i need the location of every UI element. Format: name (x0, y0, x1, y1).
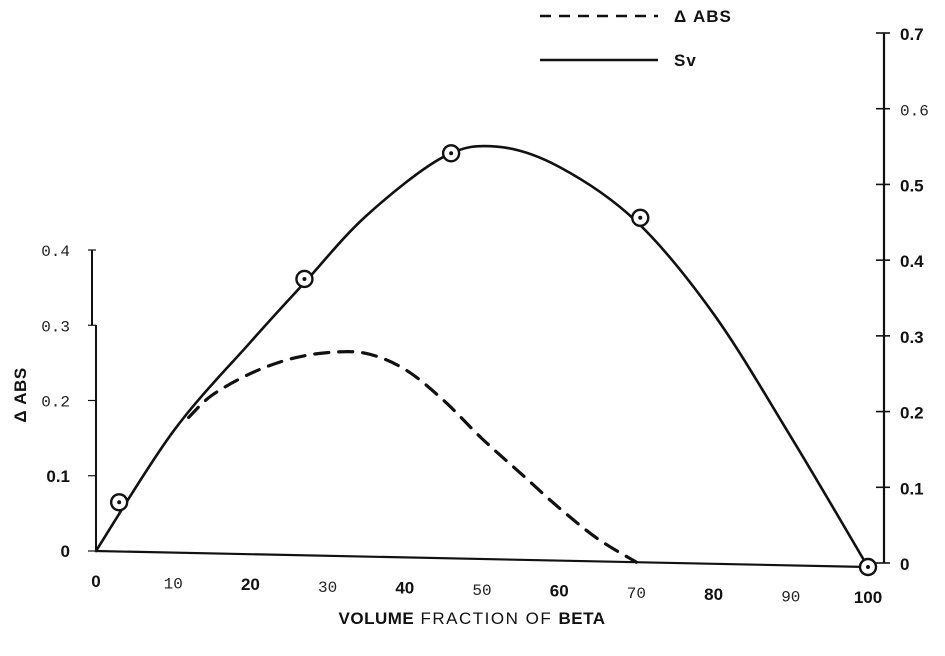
right-y-tick-labels: 0 0.1 0.2 0.3 0.4 0.5 0.6 0.7 (876, 25, 929, 574)
left-y-tick-label: 0.2 (41, 394, 70, 412)
legend-label-delta-abs: Δ ABS (674, 7, 732, 26)
x-axis-title-part-1: VOLUME (339, 609, 415, 628)
series-sv-line (94, 144, 870, 569)
right-y-tick-label: 0.7 (900, 25, 924, 44)
x-tick-label: 40 (395, 578, 414, 597)
x-tick-label: 10 (164, 576, 183, 594)
series-layer (94, 144, 870, 569)
left-y-tick-label: 0.4 (41, 243, 70, 261)
x-tick-label: 60 (550, 582, 569, 601)
x-axis-line (95, 549, 869, 569)
sv-data-point-center (866, 565, 870, 569)
right-y-tick-label: 0.2 (900, 404, 924, 423)
x-tick-label: 30 (318, 579, 337, 597)
sv-data-point-center (117, 500, 122, 505)
x-tick-labels: 0 10 20 30 40 50 60 70 80 90 100 (91, 572, 882, 607)
left-y-tick-label: 0.3 (41, 318, 70, 336)
x-axis-title-part-2: FRACTION OF (421, 609, 553, 628)
marker-layer (109, 144, 878, 577)
series-delta-abs-line (187, 350, 638, 564)
x-tick-label: 90 (781, 588, 800, 606)
right-y-tick-label: 0.1 (900, 479, 924, 498)
right-y-tick-label: 0.4 (900, 252, 924, 271)
left-y-tick-label: 0 (61, 542, 70, 561)
x-axis-title-part-3: BETA (558, 609, 605, 628)
left-y-tick-label: 0.1 (46, 467, 70, 486)
x-tick-label: 100 (854, 588, 882, 607)
sv-data-point-center (638, 215, 643, 220)
left-y-axis-title: Δ ABS (11, 367, 30, 422)
legend: Δ ABS Sv (540, 7, 732, 70)
left-y-tick-labels: 0 0.1 0.2 0.3 0.4 (41, 243, 96, 561)
x-tick-label: 80 (704, 585, 723, 604)
right-y-tick-label: 0 (900, 555, 909, 574)
right-y-tick-label: 0.6 (900, 103, 929, 121)
sv-data-point-center (302, 276, 307, 281)
sv-data-point-center (449, 151, 454, 156)
x-tick-label: 20 (241, 575, 260, 594)
x-tick-label: 70 (627, 585, 646, 603)
x-axis-title: VOLUME FRACTION OF BETA (339, 609, 606, 628)
right-y-tick-label: 0.5 (900, 176, 924, 195)
axes (91, 33, 886, 569)
x-tick-label: 0 (91, 572, 100, 591)
x-tick-label: 50 (472, 582, 491, 600)
right-y-tick-label: 0.3 (900, 328, 924, 347)
legend-label-sv: Sv (674, 51, 697, 70)
